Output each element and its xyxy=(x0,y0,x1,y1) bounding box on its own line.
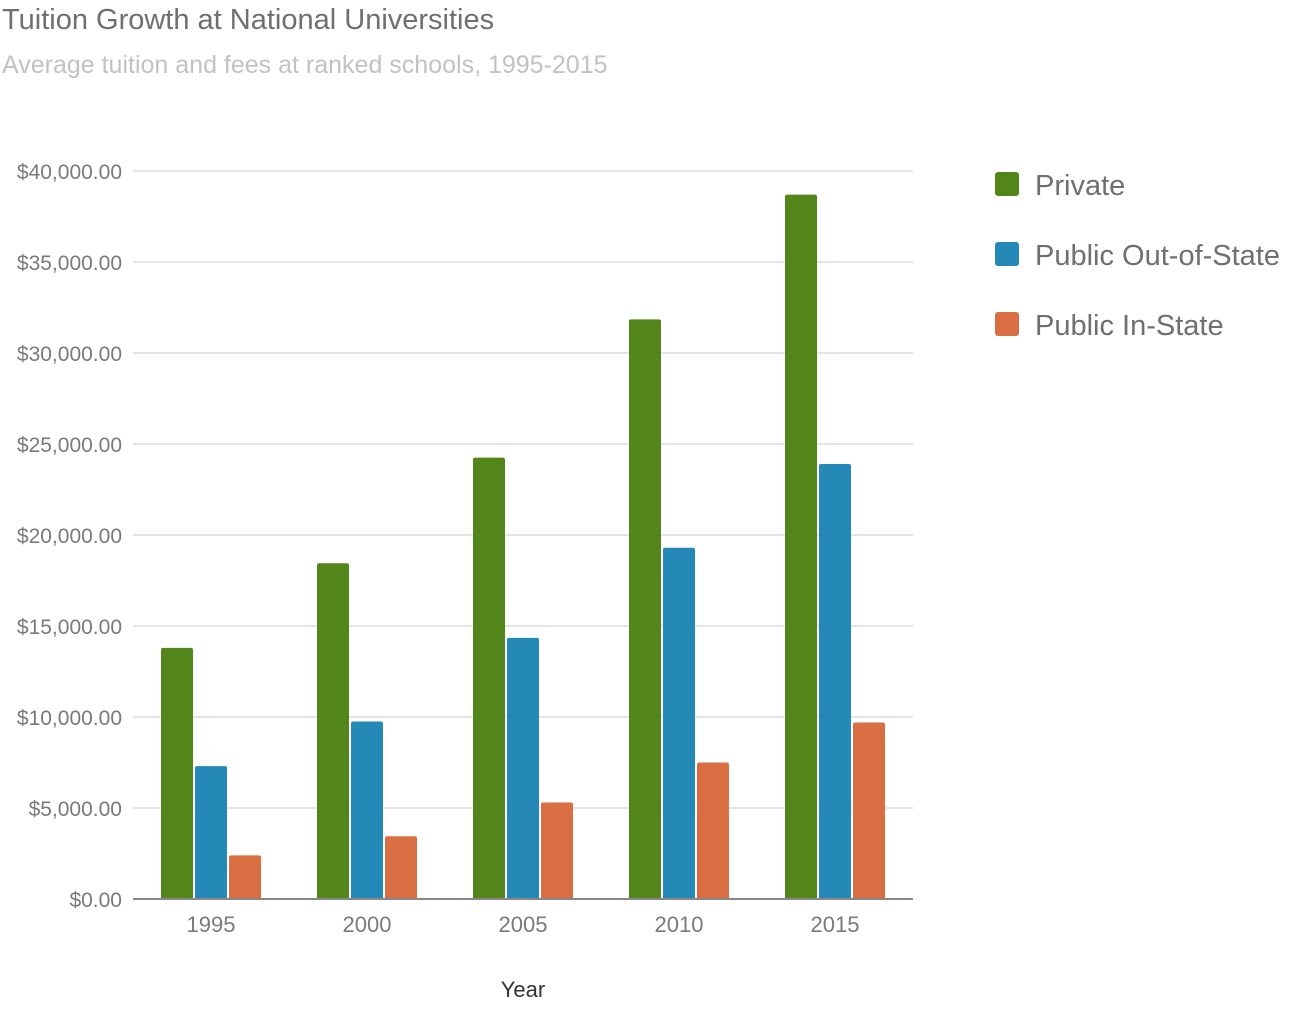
legend-swatch-public-out-of-state xyxy=(995,242,1019,266)
bar xyxy=(229,855,261,899)
bar xyxy=(351,721,383,899)
legend-label-public-out-of-state: Public Out-of-State xyxy=(1035,240,1280,272)
bar xyxy=(785,194,817,899)
bar xyxy=(317,563,349,899)
bar xyxy=(629,319,661,900)
legend-label-public-in-state: Public In-State xyxy=(1035,310,1224,342)
y-tick-label: $40,000.00 xyxy=(17,161,122,184)
x-tick-label: 2015 xyxy=(811,912,860,937)
bar xyxy=(819,464,851,899)
chart-subtitle: Average tuition and fees at ranked schoo… xyxy=(2,51,608,79)
chart-title: Tuition Growth at National Universities xyxy=(2,4,495,36)
legend-swatch-private xyxy=(995,172,1019,196)
bar xyxy=(507,637,539,899)
legend-swatch-public-in-state xyxy=(995,312,1019,336)
bar xyxy=(853,722,885,899)
legend-label-private: Private xyxy=(1035,170,1126,202)
bar xyxy=(697,762,729,899)
x-tick-label: 2005 xyxy=(499,912,548,937)
y-tick-label: $10,000.00 xyxy=(17,707,122,730)
x-tick-label: 1995 xyxy=(187,912,236,937)
y-tick-label: $15,000.00 xyxy=(17,616,122,639)
x-tick-label: 2010 xyxy=(655,912,704,937)
x-axis-label: Year xyxy=(501,977,545,1002)
x-tick-label: 2000 xyxy=(343,912,392,937)
bar xyxy=(161,647,193,899)
y-tick-label: $0.00 xyxy=(69,889,122,912)
bar xyxy=(195,766,227,899)
y-tick-label: $35,000.00 xyxy=(17,252,122,275)
y-tick-label: $5,000.00 xyxy=(29,798,122,821)
bar xyxy=(541,802,573,899)
y-tick-label: $25,000.00 xyxy=(17,434,122,457)
y-tick-label: $30,000.00 xyxy=(17,343,122,366)
y-tick-label: $20,000.00 xyxy=(17,525,122,548)
bar xyxy=(473,457,505,899)
bar xyxy=(385,836,417,899)
bar xyxy=(663,547,695,899)
